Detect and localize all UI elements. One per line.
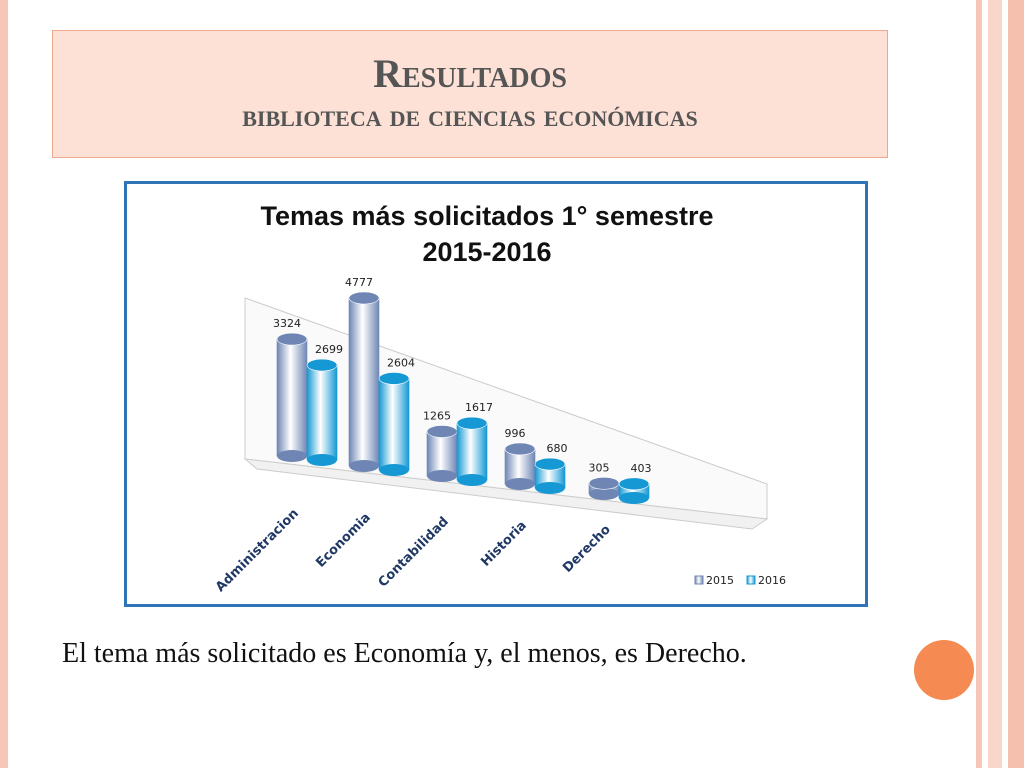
slide-subtitle: biblioteca de ciencias económicas [242, 97, 698, 133]
x-tick-label: Economia [313, 510, 373, 570]
data-label: 680 [547, 442, 568, 455]
bar-bottom [535, 482, 565, 494]
bar-bottom [379, 464, 409, 476]
bar-body [378, 378, 410, 471]
legend-label: 2016 [758, 574, 786, 587]
data-label: 1265 [423, 410, 451, 423]
bar-top [426, 425, 458, 438]
chart-title: Temas más solicitados 1° semestre 2015-2… [260, 201, 714, 267]
right-stripe [976, 0, 982, 768]
bar-top [534, 457, 566, 471]
x-tick-label: Contabilidad [376, 514, 452, 590]
bar-body [456, 422, 488, 481]
bar-top [588, 476, 620, 490]
bar-top [618, 477, 650, 491]
x-tick-label: Administracion [213, 506, 302, 595]
bar-bottom [277, 450, 307, 462]
bar-top [276, 332, 308, 346]
left-stripe [0, 0, 8, 768]
bar-top [504, 442, 536, 456]
chart: Temas más solicitados 1° semestre 2015-2… [124, 181, 868, 607]
bar-top [456, 416, 488, 430]
bar-bottom [505, 478, 535, 490]
bar-top [378, 372, 410, 385]
bar-top [306, 358, 338, 372]
bar-body [426, 431, 458, 477]
bar-bottom [307, 454, 337, 466]
bar [588, 476, 620, 500]
data-label: 305 [589, 461, 610, 474]
slide-title: Resultados [373, 51, 567, 96]
legend-swatch [694, 575, 704, 585]
title-box: Resultados biblioteca de ciencias económ… [52, 30, 888, 158]
data-label: 1617 [465, 401, 493, 414]
bar-bottom [349, 460, 379, 472]
legend-swatch [746, 575, 756, 585]
caption: El tema más solicitado es Economía y, el… [62, 638, 747, 669]
plot: 3324 2699 Administracion 4777 2604 Economia 12… [213, 276, 786, 595]
right-stripe [988, 0, 1002, 768]
bar-bottom [619, 492, 649, 504]
data-label: 2699 [315, 343, 343, 356]
legend-label: 2015 [706, 574, 734, 587]
data-label: 2604 [387, 356, 415, 369]
data-label: 4777 [345, 276, 373, 289]
bar [618, 477, 650, 504]
x-tick-label: Historia [478, 518, 530, 570]
bar-top [348, 291, 380, 305]
bar [348, 291, 380, 472]
floor [243, 458, 769, 530]
bar-bottom [457, 474, 487, 486]
data-label: 996 [505, 427, 526, 440]
bar [306, 358, 338, 466]
bar [456, 416, 488, 486]
bar-bottom [427, 470, 457, 482]
decor-circle [914, 640, 974, 700]
bar [378, 372, 410, 476]
bar-bottom [589, 488, 619, 500]
bar-body [306, 364, 338, 461]
bar [276, 332, 308, 462]
bar-body [276, 338, 308, 457]
bar [534, 457, 566, 494]
right-stripe [1008, 0, 1024, 768]
bar [504, 442, 536, 490]
bar-body [348, 297, 380, 467]
data-label: 403 [631, 462, 652, 475]
data-label: 3324 [273, 317, 301, 330]
bar [426, 425, 458, 482]
x-tick-label: Derecho [560, 522, 614, 576]
